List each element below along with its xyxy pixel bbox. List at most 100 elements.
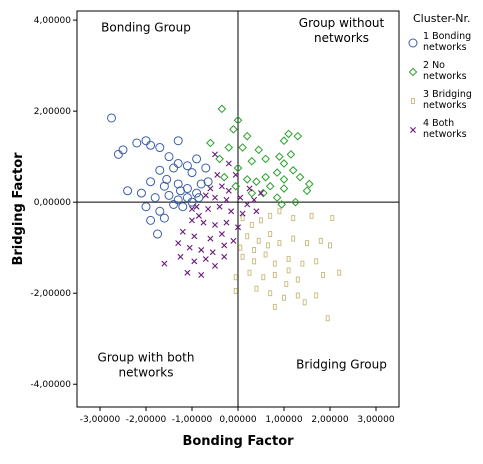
data-point-cluster-1-5	[141, 136, 151, 146]
data-point-cluster-1-30	[155, 206, 165, 216]
data-point-cluster-3-8	[330, 215, 335, 222]
data-point-cluster-3-2	[249, 221, 254, 228]
quadrant-labels: Bonding Group Group without networks Group …	[98, 16, 387, 380]
data-point-cluster-2-2	[233, 115, 243, 125]
data-point-cluster-3-16	[328, 242, 332, 249]
data-point-cluster-3-36	[233, 287, 238, 294]
data-point-cluster-4-14	[193, 203, 200, 210]
data-point-cluster-3-26	[272, 272, 277, 278]
data-point-cluster-2-4	[242, 131, 252, 141]
data-point-cluster-4-5	[218, 183, 225, 190]
data-point-cluster-2-14	[279, 136, 289, 146]
data-point-cluster-2-26	[279, 184, 289, 193]
data-point-cluster-1-15	[187, 168, 197, 178]
data-point-cluster-3-39	[286, 267, 291, 274]
data-point-cluster-3-17	[240, 253, 245, 260]
data-point-cluster-1-10	[173, 158, 183, 168]
data-point-cluster-2-36	[277, 200, 287, 209]
data-point-cluster-2-23	[265, 181, 275, 191]
data-point-cluster-2-17	[286, 150, 296, 159]
data-point-cluster-2-9	[215, 154, 224, 164]
data-point-cluster-3-3	[259, 217, 263, 224]
data-point-cluster-3-12	[277, 240, 282, 247]
data-point-cluster-1-3	[118, 145, 128, 155]
data-point-cluster-4-9	[202, 192, 209, 199]
data-point-cluster-4-39	[198, 272, 205, 278]
data-point-cluster-1-14	[169, 163, 179, 173]
data-point-cluster-4-21	[200, 219, 207, 226]
data-point-cluster-3-35	[314, 292, 319, 299]
data-point-cluster-2-16	[293, 131, 303, 141]
data-point-cluster-4-16	[216, 203, 223, 210]
data-point-cluster-4-17	[228, 208, 235, 215]
data-point-cluster-2-5	[238, 143, 247, 152]
legend-entry-1: 1 Bonding networks	[423, 31, 471, 53]
data-point-cluster-3-30	[337, 269, 342, 276]
data-point-cluster-2-20	[261, 172, 270, 182]
x-tick-label: 2,00000	[311, 415, 348, 425]
data-point-cluster-4-29	[230, 237, 237, 244]
data-point-cluster-1-20	[182, 184, 192, 194]
data-point-cluster-2-12	[261, 154, 270, 164]
data-point-cluster-4-7	[246, 185, 253, 192]
legend-marker-3	[411, 98, 415, 104]
data-point-cluster-3-29	[321, 272, 326, 278]
data-point-cluster-4-18	[239, 210, 246, 217]
data-point-cluster-3-37	[233, 274, 238, 281]
data-point-cluster-1-36	[153, 229, 162, 239]
legend-entry-4: 4 Both networks	[423, 118, 467, 140]
data-point-cluster-3-6	[291, 215, 296, 222]
y-axis-title: Bridging Factor	[11, 152, 26, 266]
data-point-cluster-2-22	[242, 175, 252, 184]
data-point-cluster-1-35	[159, 213, 169, 223]
data-point-cluster-3-31	[254, 285, 259, 292]
data-point-cluster-1-38	[176, 186, 185, 196]
data-point-cluster-4-38	[184, 269, 191, 276]
data-point-cluster-3-10	[256, 237, 261, 244]
data-point-cluster-2-11	[233, 163, 243, 173]
data-point-cluster-1-9	[164, 152, 174, 162]
data-point-cluster-2-30	[219, 172, 229, 182]
data-point-cluster-4-37	[161, 260, 168, 267]
data-point-cluster-3-33	[282, 294, 286, 301]
data-point-cluster-4-24	[235, 224, 241, 231]
data-point-cluster-2-6	[224, 143, 234, 152]
data-point-cluster-1-29	[141, 202, 151, 212]
x-tick-label: -1,00000	[172, 415, 213, 425]
data-point-cluster-3-41	[252, 247, 257, 253]
data-point-cluster-4-30	[175, 240, 182, 247]
data-point-cluster-2-29	[258, 188, 268, 198]
data-point-cluster-4-41	[221, 253, 228, 260]
data-point-cluster-4-23	[223, 219, 230, 226]
data-point-cluster-3-18	[252, 258, 257, 265]
legend: Cluster-Nr. 1 Bonding networks 2 No network…	[408, 12, 472, 140]
data-point-cluster-4-11	[223, 196, 230, 203]
data-point-cluster-3-32	[268, 290, 273, 297]
legend-entry-3: 3 Bridging networks	[423, 89, 472, 111]
y-tick-label: -4,00000	[31, 380, 72, 390]
data-point-cluster-2-13	[275, 152, 284, 161]
y-tick-label: 2,00000	[34, 107, 71, 117]
data-point-cluster-1-6	[146, 140, 156, 150]
quadrant-label-2: Group without networks	[299, 16, 385, 45]
data-point-cluster-4-15	[205, 206, 212, 212]
data-point-cluster-2-15	[284, 129, 293, 139]
data-point-cluster-4-34	[177, 253, 184, 260]
data-point-cluster-1-27	[182, 193, 192, 203]
data-point-cluster-4-22	[212, 221, 218, 228]
x-tick-label: 3,00000	[357, 415, 394, 425]
data-point-cluster-3-22	[300, 260, 305, 267]
data-point-cluster-4-2	[225, 160, 232, 167]
x-axis-title: Bonding Factor	[182, 434, 294, 449]
data-point-cluster-2-35	[291, 197, 300, 207]
data-point-cluster-4-36	[202, 256, 209, 263]
data-point-cluster-1-40	[203, 177, 213, 187]
data-point-cluster-3-25	[261, 274, 266, 281]
x-tick-label: -3,00000	[80, 415, 121, 425]
data-point-cluster-1-13	[155, 165, 165, 175]
data-point-cluster-3-43	[295, 292, 300, 299]
data-point-cluster-4-33	[209, 249, 216, 256]
data-point-cluster-4-1	[212, 151, 218, 158]
data-point-cluster-4-45	[221, 242, 228, 249]
